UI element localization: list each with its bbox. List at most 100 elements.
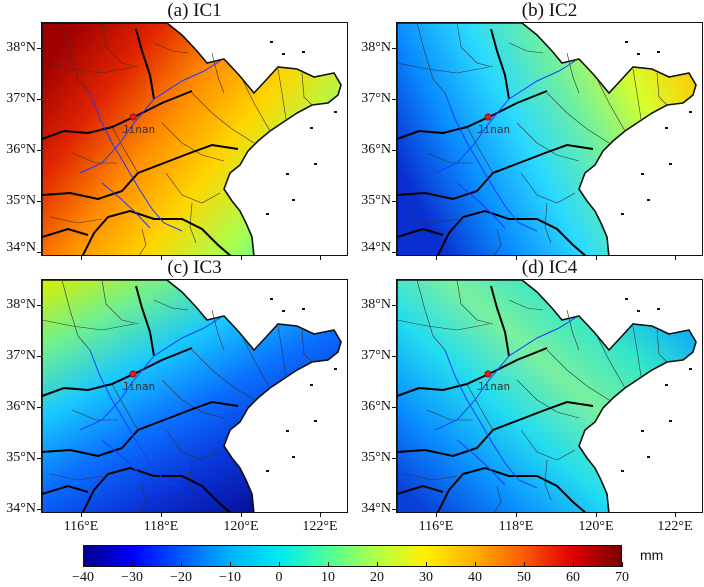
colorbar-tick-label: 50 [517, 570, 531, 585]
axis-tick-mark [392, 201, 396, 202]
axis-tick-mark [392, 509, 396, 510]
lat-label-35n: 35°N [6, 193, 36, 208]
province-boundary [397, 143, 594, 201]
colorbar-tick-mark [377, 562, 378, 567]
island-mark [647, 456, 650, 458]
island-mark [292, 199, 295, 201]
county-boundary [301, 329, 313, 363]
county-boundary [493, 485, 502, 512]
lat-label-38n: 38°N [361, 297, 391, 312]
island-mark [266, 213, 269, 215]
island-mark [621, 213, 624, 215]
lat-label-37n: 37°N [361, 348, 391, 363]
axis-tick-mark [37, 150, 41, 151]
river-line [89, 349, 183, 489]
axis-tick-mark [241, 513, 242, 517]
island-mark [657, 308, 660, 310]
axis-tick-mark [320, 256, 321, 260]
axis-tick-mark [675, 513, 676, 517]
county-boundary [632, 325, 642, 377]
axis-tick-mark [392, 458, 396, 459]
island-mark [314, 163, 317, 165]
county-boundary [466, 126, 494, 174]
colorbar-tick-label: 30 [419, 570, 433, 585]
colorbar-tick-label: −20 [170, 570, 192, 585]
colorbar-tick-label: −30 [121, 570, 143, 585]
county-boundary [71, 152, 118, 164]
county-boundary [566, 52, 580, 94]
colorbar-tick-label: 60 [566, 570, 580, 585]
province-boundary [397, 484, 444, 495]
island-mark [286, 173, 289, 175]
county-boundary [191, 349, 255, 401]
colorbar-tick-label: 40 [468, 570, 482, 585]
axis-tick-mark [37, 252, 41, 253]
island-mark [689, 368, 692, 370]
island-mark [270, 41, 273, 43]
county-boundary [546, 92, 610, 144]
province-boundary [42, 347, 193, 397]
county-boundary [211, 52, 225, 94]
county-boundary [42, 62, 135, 74]
island-mark [302, 308, 305, 310]
island-mark [641, 430, 644, 432]
river-line [79, 317, 221, 431]
river-line [444, 349, 538, 489]
county-boundary [61, 280, 91, 351]
county-boundary [191, 92, 255, 144]
county-boundary [520, 172, 576, 204]
city-label: Jinan [122, 123, 155, 136]
county-boundary [71, 409, 118, 421]
colorbar-tick-label: 70 [615, 570, 629, 585]
colorbar-tick-mark [475, 562, 476, 567]
county-boundary [656, 329, 668, 363]
axis-tick-mark [37, 48, 41, 49]
axis-tick-mark [392, 150, 396, 151]
colorbar-tick-label: 0 [275, 570, 283, 585]
county-boundary [189, 202, 197, 244]
island-mark [334, 368, 337, 370]
county-boundary [632, 68, 642, 120]
lon-label-122e: 122°E [657, 519, 693, 534]
axis-tick-mark [241, 256, 242, 260]
axis-tick-mark [436, 256, 437, 260]
river-line [456, 182, 506, 229]
province-boundary [81, 209, 232, 255]
county-boundary [544, 459, 552, 501]
panel-title-ic3: (c) IC3 [167, 257, 222, 278]
colorbar-tick-mark [328, 562, 329, 567]
province-boundary [436, 466, 587, 512]
lon-label-120e: 120°E [578, 519, 614, 534]
lon-label-118e: 118°E [498, 519, 534, 534]
lat-label-38n: 38°N [6, 297, 36, 312]
island-mark [625, 41, 628, 43]
river-line [101, 182, 151, 229]
city-marker [129, 113, 137, 121]
axis-tick-mark [516, 513, 517, 517]
colorbar-tick-mark [622, 562, 623, 567]
lon-label-118e: 118°E [143, 519, 179, 534]
city-label: Jinan [477, 123, 510, 136]
axis-tick-mark [392, 305, 396, 306]
county-boundary [277, 68, 287, 120]
axis-tick-mark [436, 513, 437, 517]
axis-tick-mark [37, 201, 41, 202]
island-mark [689, 111, 692, 113]
province-boundary [397, 347, 548, 397]
county-boundary [426, 152, 473, 164]
lat-label-35n: 35°N [6, 450, 36, 465]
map-panel-ic3: Jinan [41, 279, 348, 513]
axis-tick-mark [320, 513, 321, 517]
lat-label-38n: 38°N [361, 40, 391, 55]
county-boundary [101, 23, 139, 68]
map-panel-ic1: Jinan [41, 22, 348, 256]
map-canvas: Jinan [397, 280, 697, 512]
island-mark [669, 420, 672, 422]
island-mark [270, 298, 273, 300]
map-canvas: Jinan [42, 23, 342, 255]
county-boundary [508, 42, 544, 54]
county-boundary [466, 383, 494, 431]
lat-label-37n: 37°N [361, 91, 391, 106]
lat-label-35n: 35°N [361, 450, 391, 465]
axis-tick-mark [81, 513, 82, 517]
